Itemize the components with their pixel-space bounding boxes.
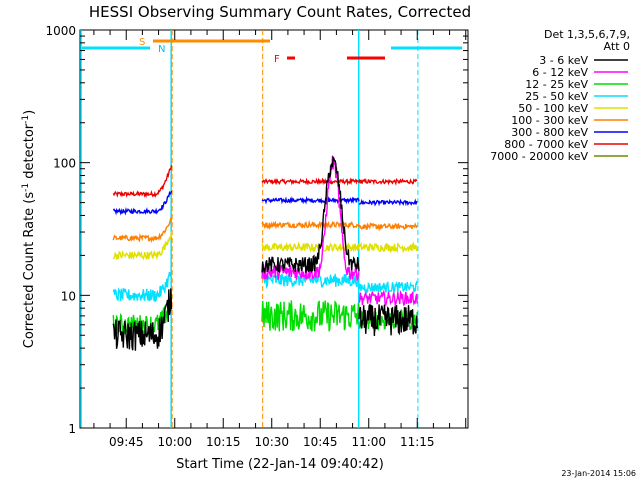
x-tick-label: 10:15 [206,435,241,449]
legend-label: 100 - 300 keV [511,114,588,127]
series-800-7000-kev [112,164,418,198]
legend-label: 3 - 6 keV [539,54,588,67]
flag-label-s: S [139,37,145,48]
series-path [358,241,418,254]
x-axis-label: Start Time (22-Jan-14 09:40:42) [176,457,384,472]
x-tick-label: 09:45 [109,435,144,449]
y-tick-label: 10 [61,289,76,303]
chart-title: HESSI Observing Summary Count Rates, Cor… [89,3,471,21]
legend-label: 300 - 800 keV [511,126,588,139]
series-path [112,294,173,336]
series-path [261,300,360,332]
series-path [358,280,418,295]
y-tick-label: 1 [68,422,76,436]
series-path [112,231,173,261]
legend-label: 7000 - 20000 keV [490,150,588,163]
series-path [261,177,360,186]
y-axis-ticks: 1 10 100 1000 [45,24,468,436]
plot-area: S N F 1 10 100 1000 09:45 10:00 10:15 10:30 10:… [45,24,469,449]
series-path [112,217,173,244]
legend-header-line2: Att 0 [604,40,630,53]
legend-label: 50 - 100 keV [518,102,588,115]
x-tick-label: 10:30 [254,435,289,449]
flag-bars: S N F [82,37,462,65]
x-tick-label: 10:00 [157,435,192,449]
series-path [358,289,418,307]
series-path [112,190,173,216]
x-tick-label: 10:45 [303,435,338,449]
series-100-300-kev [112,217,418,244]
x-axis-ticks: 09:45 10:00 10:15 10:30 10:45 11:00 11:15 [93,30,467,449]
series-3-6-kev [112,155,418,351]
marker-lines [80,30,419,428]
series-path [358,177,418,186]
series-path [358,302,418,337]
series-path [358,221,418,232]
series-path [112,164,173,198]
legend-label: 25 - 50 keV [525,90,588,103]
y-axis-label: Corrected Count Rate (s-1 detector-1) [21,110,37,348]
series-300-800-kev [112,190,418,216]
plot-frame [79,29,469,429]
series-path [112,288,173,351]
legend-label: 6 - 12 keV [532,66,588,79]
y-tick-label: 100 [53,157,76,171]
series-path [261,195,360,205]
y-tick-label: 1000 [45,24,76,38]
footer-date: 23-Jan-2014 15:06 [561,469,636,478]
series-path [358,198,418,207]
series-lines [112,155,418,351]
legend-header-line1: Det 1,3,5,6,7,9, [544,28,630,41]
x-tick-label: 11:15 [400,435,435,449]
x-tick-label: 11:00 [351,435,386,449]
flag-label-f: F [274,54,280,65]
legend-label: 800 - 7000 keV [504,138,588,151]
flag-label-n: N [158,44,165,55]
series-path [261,155,360,274]
legend-label: 12 - 25 keV [525,78,588,91]
series-path [112,270,173,303]
